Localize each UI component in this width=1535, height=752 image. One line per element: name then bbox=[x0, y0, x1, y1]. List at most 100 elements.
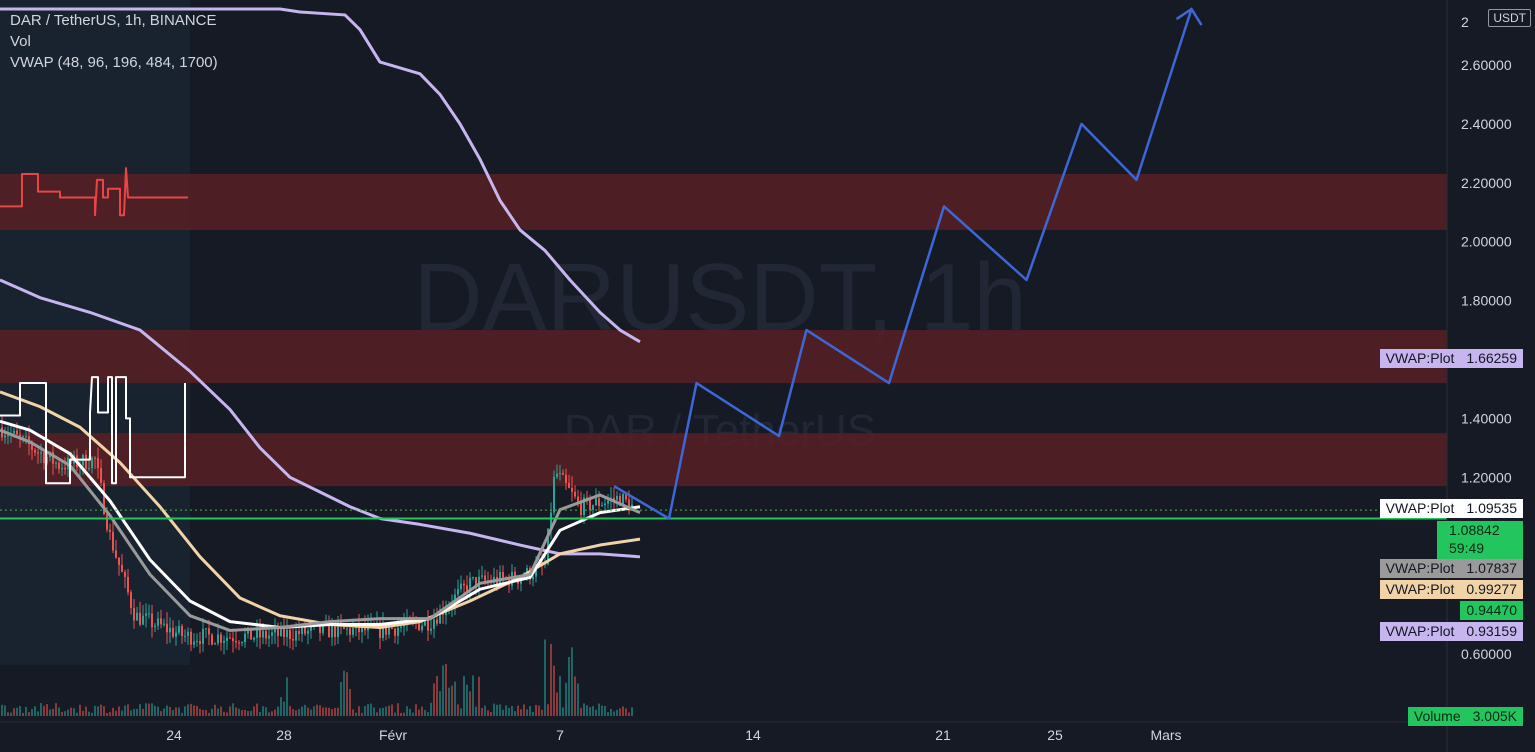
volume-bar bbox=[310, 709, 312, 716]
candle-body bbox=[625, 494, 627, 500]
time-tick-label: 24 bbox=[166, 727, 182, 743]
candle-body bbox=[91, 457, 93, 469]
candle-body bbox=[601, 505, 603, 507]
time-axis[interactable]: 24 28 Févr 7 14 21 25 Mars bbox=[0, 721, 1447, 743]
volume-bar bbox=[325, 707, 327, 716]
legend-title[interactable]: DAR / TetherUS, 1h, BINANCE bbox=[10, 12, 217, 29]
legend-vol[interactable]: Vol bbox=[10, 33, 31, 50]
volume-bar bbox=[580, 708, 582, 716]
candle-body bbox=[322, 623, 324, 634]
candle-body bbox=[4, 435, 6, 438]
projection-path[interactable] bbox=[613, 7, 1203, 520]
candle-body bbox=[220, 634, 222, 643]
marker-price-tag[interactable]: 0.94470 bbox=[1460, 601, 1523, 620]
candle-body bbox=[574, 491, 576, 497]
candle-body bbox=[346, 628, 348, 630]
candle-body bbox=[577, 496, 579, 502]
candle-body bbox=[205, 628, 207, 630]
candle-body bbox=[388, 627, 390, 635]
volume-bar bbox=[613, 711, 615, 716]
volume-bar bbox=[142, 708, 144, 716]
candle-body bbox=[595, 498, 597, 506]
candle-body bbox=[292, 638, 294, 641]
candle-body bbox=[463, 583, 465, 586]
volume-bar bbox=[211, 708, 213, 716]
candle-body bbox=[61, 468, 63, 470]
price-tick-label-top: 2 bbox=[1461, 14, 1469, 30]
candle-body bbox=[592, 505, 594, 510]
volume-bar bbox=[409, 708, 411, 716]
volume-bar bbox=[91, 712, 93, 716]
candle-body bbox=[304, 626, 306, 634]
currency-unit-label[interactable]: USDT bbox=[1488, 9, 1531, 27]
volume-bar bbox=[103, 706, 105, 716]
vwap-tag-gray[interactable]: VWAP:Plot 1.07837 bbox=[1379, 559, 1523, 578]
volume-bar bbox=[502, 709, 504, 716]
candle-body bbox=[112, 531, 114, 551]
volume-bar bbox=[472, 675, 474, 716]
candle-body bbox=[181, 625, 183, 637]
time-tick-label: 14 bbox=[745, 727, 761, 743]
last-price-value: 1.08842 bbox=[1449, 522, 1500, 538]
volume-bar bbox=[190, 703, 192, 716]
volume-bar bbox=[622, 706, 624, 716]
vwap-tag-gray-value: 1.07837 bbox=[1460, 559, 1523, 578]
legend-vwap[interactable]: VWAP (48, 96, 196, 484, 1700) bbox=[10, 54, 218, 71]
volume-tag-name: Volume bbox=[1407, 707, 1467, 726]
candle-body bbox=[127, 576, 129, 593]
candle-body bbox=[445, 610, 447, 615]
candle-body bbox=[163, 623, 165, 625]
volume-bar bbox=[535, 704, 537, 716]
volume-bar bbox=[124, 705, 126, 716]
volume-bar bbox=[319, 705, 321, 716]
candle-body bbox=[226, 637, 228, 641]
candle-body bbox=[352, 628, 354, 635]
volume-bar bbox=[112, 707, 114, 716]
candle-body bbox=[562, 472, 564, 475]
candle-body bbox=[499, 572, 501, 585]
candle-body bbox=[187, 631, 189, 636]
volume-bar bbox=[31, 708, 33, 716]
volume-bar bbox=[334, 708, 336, 716]
price-tick-label: 0.60000 bbox=[1461, 646, 1512, 662]
candle-body bbox=[520, 579, 522, 584]
volume-bar bbox=[565, 682, 567, 716]
volume-bar bbox=[238, 708, 240, 716]
vwap-tag-peach-value: 0.99277 bbox=[1460, 580, 1523, 599]
vwap-tag-peach[interactable]: VWAP:Plot 0.99277 bbox=[1379, 580, 1523, 599]
volume-bar bbox=[76, 712, 78, 716]
volume-bar bbox=[247, 711, 249, 716]
candle-body bbox=[106, 514, 108, 530]
candle-body bbox=[517, 580, 519, 584]
candle-body bbox=[544, 564, 546, 566]
volume-bar bbox=[478, 676, 480, 716]
candle-body bbox=[160, 618, 162, 625]
volume-bar bbox=[433, 683, 435, 716]
volume-tag[interactable]: Volume 3.005K bbox=[1407, 707, 1523, 726]
volume-bar bbox=[289, 706, 291, 716]
candle-body bbox=[241, 642, 243, 644]
candle-body bbox=[565, 474, 567, 483]
volume-bar bbox=[157, 706, 159, 716]
volume-bar bbox=[457, 704, 459, 716]
volume-bar bbox=[70, 707, 72, 716]
step-line-red bbox=[0, 167, 188, 217]
volume-bar bbox=[28, 712, 30, 716]
vwap-line-lavender-top bbox=[0, 7, 641, 344]
candle-body bbox=[607, 500, 609, 504]
last-price-tag[interactable]: 1.08842 59:49 bbox=[1437, 521, 1523, 559]
candle-body bbox=[553, 476, 555, 513]
candle-body bbox=[7, 435, 9, 437]
vwap-tag-white[interactable]: VWAP:Plot 1.09535 bbox=[1379, 499, 1523, 518]
candle-body bbox=[550, 512, 552, 529]
volume-bar bbox=[439, 691, 441, 716]
volume-bar bbox=[400, 712, 402, 716]
volume-bar bbox=[46, 704, 48, 716]
vwap-tag-lavender[interactable]: VWAP:Plot 0.93159 bbox=[1379, 622, 1523, 641]
vwap-tag-lavender-top[interactable]: VWAP:Plot 1.66259 bbox=[1379, 349, 1523, 368]
volume-bar bbox=[277, 706, 279, 716]
price-tick-label: 1.80000 bbox=[1461, 293, 1512, 309]
volume-bar bbox=[559, 675, 561, 716]
